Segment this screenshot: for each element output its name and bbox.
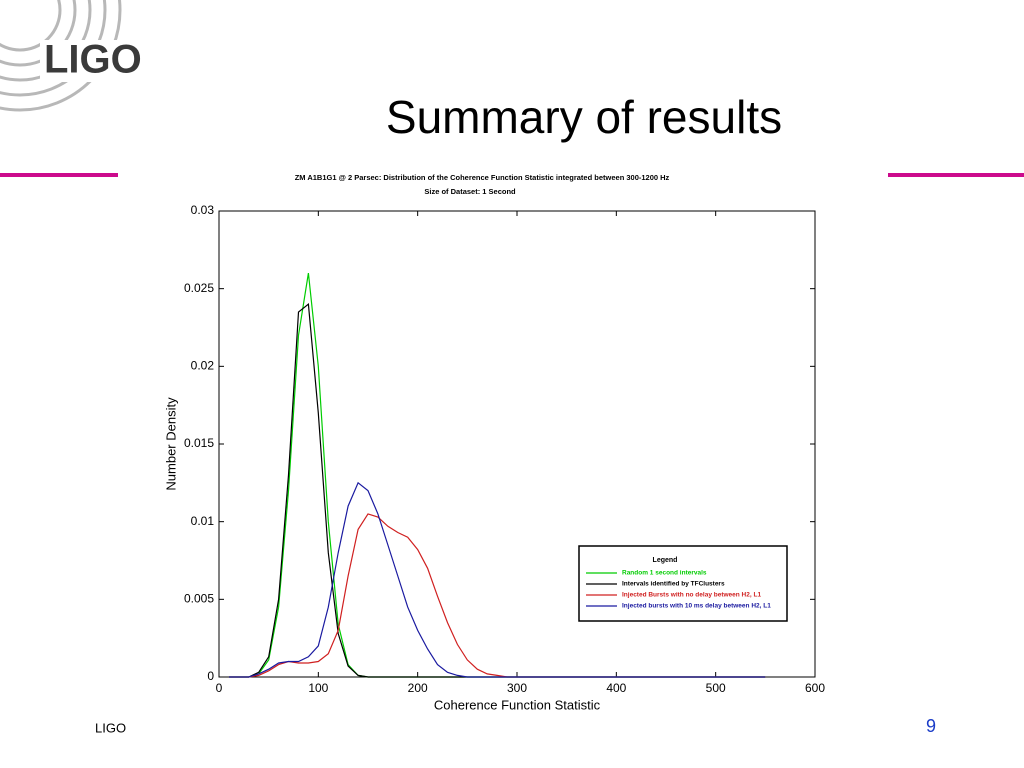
slide-title: Summary of results bbox=[386, 91, 782, 143]
x-tick-label: 300 bbox=[507, 681, 527, 695]
series-line bbox=[228, 481, 766, 678]
y-tick-label: 0.02 bbox=[191, 359, 215, 373]
x-axis-label: Coherence Function Statistic bbox=[434, 697, 601, 712]
y-tick-label: 0.015 bbox=[184, 436, 214, 450]
legend-title: Legend bbox=[653, 557, 678, 564]
logo-arcs bbox=[0, 0, 122, 112]
y-tick-label: 0.03 bbox=[191, 203, 215, 217]
y-tick-label: 0 bbox=[207, 669, 214, 683]
y-axis-label: Number Density bbox=[163, 397, 178, 491]
series-line bbox=[228, 513, 766, 678]
page-number: 9 bbox=[926, 716, 936, 736]
chart-title: ZM A1B1G1 @ 2 Parsec: Distribution of th… bbox=[295, 173, 670, 182]
chart-image bbox=[120, 160, 886, 720]
y-tick-label: 0.01 bbox=[191, 514, 215, 528]
chart-subtitle: Size of Dataset: 1 Second bbox=[424, 187, 516, 196]
plot: 0 100 200 300 400 500 600 0 0.005 0.01 0.015 0.02 0.… bbox=[184, 203, 825, 695]
logo: LIGO bbox=[44, 38, 142, 82]
x-tick-label: 0 bbox=[216, 681, 223, 695]
footer: LIGO bbox=[95, 720, 126, 735]
y-tick-label: 0.025 bbox=[184, 281, 214, 295]
x-tick-label: 100 bbox=[308, 681, 328, 695]
y-tick-label: 0.005 bbox=[184, 592, 214, 606]
legend-label: Random 1 second intervals bbox=[622, 570, 707, 577]
legend-label: Injected Bursts with no delay between H2… bbox=[622, 592, 761, 599]
legend-label: Intervals identified by TFClusters bbox=[622, 581, 725, 588]
logo-backdrop bbox=[40, 40, 160, 82]
x-tick-label: 400 bbox=[606, 681, 626, 695]
legend-label: Injected bursts with 10 ms delay between… bbox=[622, 603, 771, 610]
x-tick-label: 500 bbox=[706, 681, 726, 695]
x-tick-label: 600 bbox=[805, 681, 825, 695]
x-tick-label: 200 bbox=[408, 681, 428, 695]
